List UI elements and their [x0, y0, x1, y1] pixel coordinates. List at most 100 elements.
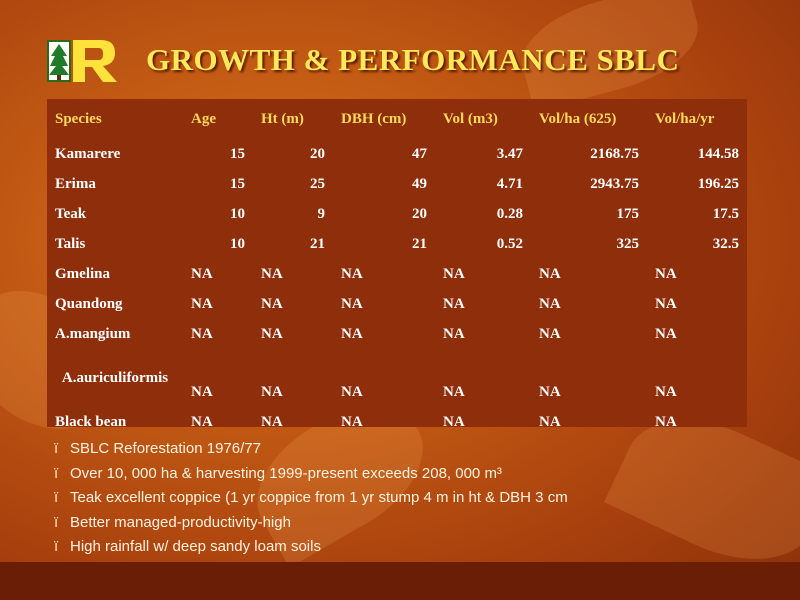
table-cell: 32.5 [712, 235, 739, 252]
table-cell: NA [341, 325, 363, 342]
bullet-text: Over 10, 000 ha & harvesting 1999-presen… [70, 464, 502, 482]
table-cell: NA [191, 413, 213, 430]
table-cell: 17.5 [712, 205, 739, 222]
table-cell: NA [539, 384, 561, 400]
table-cell: 325 [616, 235, 640, 252]
species-cell: A.mangium [55, 325, 131, 342]
tree-logo-icon [47, 40, 117, 82]
table-cell: NA [443, 384, 465, 400]
table-row: Erima 15 25 49 4.71 2943.75 196.25 [47, 169, 747, 199]
table-cell: NA [443, 325, 465, 342]
growth-table: Species Age Ht (m) DBH (cm) Vol (m3) Vol… [47, 99, 747, 437]
table-cell: 175 [616, 205, 640, 222]
table-row: Quandong NA NA NA NA NA NA [47, 289, 747, 319]
table-cell: NA [261, 295, 283, 312]
table-cell: NA [191, 265, 213, 282]
column-header: Ht (m) [261, 110, 304, 127]
list-item: ï High rainfall w/ deep sandy loam soils [54, 538, 568, 563]
species-cell: Gmelina [55, 265, 110, 282]
bullet-text: High rainfall w/ deep sandy loam soils [70, 538, 321, 555]
table-cell: NA [655, 265, 677, 282]
column-header: Species [55, 110, 102, 127]
column-header: Vol/ha (625) [539, 110, 617, 127]
table-cell: NA [539, 295, 561, 312]
list-item: ï Over 10, 000 ha & harvesting 1999-prese… [54, 465, 568, 490]
table-row: Teak 10 9 20 0.28 175 17.5 [47, 199, 747, 229]
table-cell: 20 [412, 205, 427, 222]
table-cell: 10 [230, 235, 245, 252]
bullet-text: Better managed-productivity-high [70, 513, 291, 531]
table-cell: NA [539, 325, 561, 342]
growth-table-panel: Species Age Ht (m) DBH (cm) Vol (m3) Vol… [47, 99, 747, 430]
table-cell: NA [191, 325, 213, 342]
column-header: Vol (m3) [443, 110, 498, 127]
table-cell: NA [443, 265, 465, 282]
table-cell: 0.28 [496, 205, 523, 222]
bullet-list: ï SBLC Reforestation 1976/77 ï Over 10, 00… [54, 440, 568, 563]
bullet-marker: ï [54, 440, 59, 457]
table-cell: 20 [310, 145, 325, 162]
table-cell: NA [261, 265, 283, 282]
table-cell: 2168.75 [590, 145, 639, 162]
table-cell: NA [443, 413, 465, 430]
species-cell: Quandong [55, 295, 123, 312]
table-cell: NA [261, 325, 283, 342]
table-cell: NA [655, 384, 677, 400]
table-cell: 3.47 [496, 145, 523, 162]
list-item: ï Better managed-productivity-high [54, 514, 568, 539]
table-cell: NA [341, 265, 363, 282]
table-cell: 2943.75 [590, 175, 639, 192]
bullet-text: Teak excellent coppice (1 yr coppice fro… [70, 489, 568, 506]
table-cell: 49 [412, 175, 427, 192]
species-cell: Teak [55, 205, 87, 222]
table-row: Gmelina NA NA NA NA NA NA [47, 259, 747, 289]
table-cell: NA [261, 384, 283, 400]
table-cell: 21 [412, 235, 427, 252]
table-cell: NA [191, 384, 213, 400]
table-cell: 0.52 [496, 235, 523, 252]
table-cell: 21 [310, 235, 325, 252]
footer-bar [0, 562, 800, 600]
bullet-text: SBLC Reforestation 1976/77 [70, 440, 261, 457]
species-cell: Erima [55, 175, 96, 192]
table-cell: NA [655, 413, 677, 430]
table-cell: NA [191, 295, 213, 312]
table-cell: 9 [317, 205, 326, 222]
header: GROWTH & PERFORMANCE SBLC [0, 0, 800, 100]
bullet-marker: ï [54, 513, 59, 531]
page-title: GROWTH & PERFORMANCE SBLC [146, 42, 680, 77]
table-cell: 10 [230, 205, 245, 222]
table-header-row: Species Age Ht (m) DBH (cm) Vol (m3) Vol… [47, 99, 747, 139]
table-cell: 47 [412, 145, 427, 162]
species-label: A.auriculiformis [61, 370, 169, 386]
bullet-marker: ï [54, 489, 59, 506]
table-row: A.auriculiformis NA NA NA NA NA NA [47, 349, 747, 407]
table-cell: 25 [310, 175, 325, 192]
table-cell: NA [341, 384, 363, 400]
table-cell: NA [539, 265, 561, 282]
table-cell: NA [341, 295, 363, 312]
table-cell: NA [655, 295, 677, 312]
table-cell: NA [655, 325, 677, 342]
species-cell: Black bean [55, 413, 127, 430]
table-row: Black bean NA NA NA NA NA NA [47, 407, 747, 437]
table-cell: NA [341, 413, 363, 430]
bullet-marker: ï [54, 538, 59, 555]
table-cell: NA [261, 413, 283, 430]
list-item: ï Teak excellent coppice (1 yr coppice fr… [54, 489, 568, 514]
column-header: Age [191, 110, 216, 127]
column-header: Vol/ha/yr [655, 110, 715, 127]
table-cell: NA [443, 295, 465, 312]
table-cell: 144.58 [697, 145, 739, 162]
column-header: DBH (cm) [341, 110, 407, 127]
table-cell: 4.71 [496, 175, 523, 192]
table-cell: 15 [230, 145, 245, 162]
species-cell: Talis [55, 235, 86, 252]
bullet-marker: ï [54, 464, 59, 482]
table-cell: 15 [230, 175, 245, 192]
list-item: ï SBLC Reforestation 1976/77 [54, 440, 568, 465]
species-cell: Kamarere [55, 145, 121, 162]
table-cell: 196.25 [697, 175, 739, 192]
table-row: Talis 10 21 21 0.52 325 32.5 [47, 229, 747, 259]
table-row: Kamarere 15 20 47 3.47 2168.75 144.58 [47, 139, 747, 169]
